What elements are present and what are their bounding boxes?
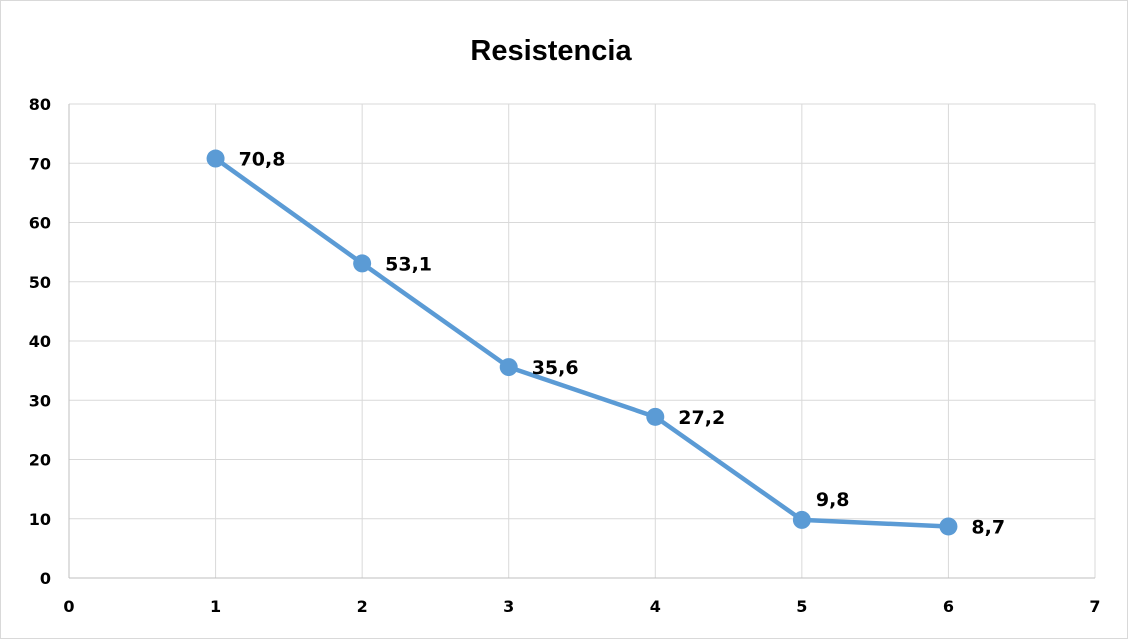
y-tick-label: 0 bbox=[40, 569, 51, 588]
data-label: 35,6 bbox=[532, 357, 579, 379]
data-point bbox=[499, 358, 518, 377]
gridlines bbox=[69, 103, 1096, 578]
series-line bbox=[213, 156, 951, 529]
data-point bbox=[353, 254, 372, 273]
x-tick-label: 2 bbox=[357, 597, 368, 616]
data-labels: 70,8 53,1 35,6 27,2 9,8 8,7 bbox=[239, 149, 1006, 539]
y-tick-label: 50 bbox=[29, 273, 51, 292]
axes: 0 10 20 30 40 50 60 70 80 0 1 2 3 4 5 6 7 bbox=[29, 95, 1101, 616]
data-point bbox=[646, 407, 665, 426]
data-point bbox=[939, 517, 958, 536]
data-label: 70,8 bbox=[239, 149, 286, 171]
data-point bbox=[792, 510, 811, 529]
series bbox=[206, 149, 958, 536]
x-tick-label: 7 bbox=[1089, 597, 1100, 616]
data-label: 8,7 bbox=[971, 516, 1005, 538]
x-tick-label: 6 bbox=[943, 597, 954, 616]
x-tick-label: 5 bbox=[796, 597, 807, 616]
x-tick-label: 1 bbox=[210, 597, 221, 616]
y-tick-label: 30 bbox=[29, 391, 51, 410]
y-tick-label: 10 bbox=[29, 510, 51, 529]
data-label: 27,2 bbox=[678, 407, 725, 429]
data-label: 9,8 bbox=[816, 489, 850, 511]
data-label: 53,1 bbox=[385, 253, 432, 275]
y-tick-label: 40 bbox=[29, 332, 51, 351]
x-tick-label: 4 bbox=[650, 597, 661, 616]
chart-title: Resistencia bbox=[470, 35, 632, 67]
data-point bbox=[206, 149, 225, 168]
y-tick-label: 70 bbox=[29, 154, 51, 173]
y-tick-label: 60 bbox=[29, 214, 51, 233]
y-tick-label: 20 bbox=[29, 451, 51, 470]
x-tick-label: 0 bbox=[63, 597, 74, 616]
y-tick-label: 80 bbox=[29, 95, 51, 114]
x-tick-label: 3 bbox=[503, 597, 514, 616]
